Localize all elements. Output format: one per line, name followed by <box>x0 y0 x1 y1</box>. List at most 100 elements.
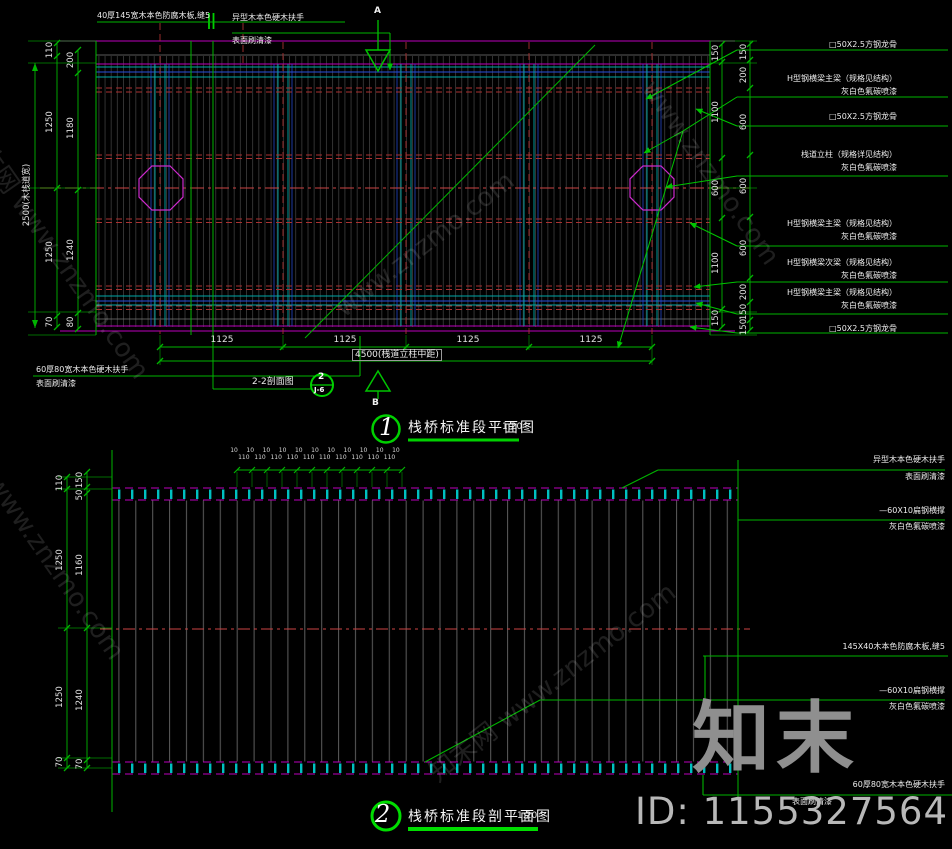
section-2-2-label: 2-2剖面图 <box>252 377 294 387</box>
bubble-sheet-ref: J-6 <box>314 386 325 394</box>
plank-dim: 10 <box>375 447 384 454</box>
section-letter-b: B <box>372 398 379 408</box>
plank-dim: 110 <box>254 454 266 461</box>
plank-spacing-dims: 10 110 10 110 10 110 10 110 10 110 10 110 10 110 10 110… <box>230 447 400 461</box>
callout-flat-steel-2: —60X10扁钢横撑 <box>879 686 945 695</box>
dim-left: 80 <box>66 316 76 328</box>
dim-right: 1100 <box>711 101 721 123</box>
callout-flat-steel-1-finish: 灰白色氟碳喷漆 <box>889 522 945 531</box>
dim-left-2: 50 <box>75 489 85 501</box>
callout-flat-steel-1: —60X10扁钢横撑 <box>879 506 945 515</box>
dim-left: 1180 <box>66 117 76 139</box>
dim-1125-3: 1125 <box>456 335 480 345</box>
deck-planks-2 <box>114 500 737 762</box>
section-marker-a <box>364 20 392 73</box>
dim-right: 200 <box>739 283 749 301</box>
dim-right: 150 <box>739 318 749 336</box>
break-symbol <box>208 13 215 29</box>
dim-right: 200 <box>739 66 749 84</box>
dim-left-2: 110 <box>55 474 65 492</box>
callout-rail-2: 60厚80宽木本色硬木扶手 <box>852 780 945 789</box>
plank-dim: 10 <box>278 447 287 454</box>
callout-main-beam-1: H型钢横梁主梁（规格见结构） <box>786 74 897 83</box>
dim-1125-2: 1125 <box>333 335 357 345</box>
drawing-1-number: 1 <box>379 413 395 441</box>
dim-left: 1250 <box>45 111 55 133</box>
plank-dim: 110 <box>383 454 396 461</box>
plank-dim: 110 <box>367 454 380 461</box>
callout-steel-keel-1: □50X2.5方钢龙骨 <box>829 40 897 49</box>
plan-drawing-linework <box>28 13 948 444</box>
plank-dim: 10 <box>359 447 368 454</box>
plank-dim: 110 <box>335 454 347 461</box>
callout-main-beam-2-finish: 灰白色氟碳喷漆 <box>841 232 897 241</box>
plank-dim: 110 <box>302 454 315 461</box>
plank-dim: 110 <box>351 454 363 461</box>
annotation-deck-plank: 40厚145宽木本色防腐木板,缝5 <box>97 11 211 20</box>
detail-bubble-2-2 <box>310 373 334 397</box>
callout-steel-keel-3: □50X2.5方钢龙骨 <box>829 324 897 333</box>
title-bubble-1 <box>371 414 401 444</box>
dim-right: 150 <box>739 43 749 61</box>
post-octagon-left <box>138 165 184 211</box>
dim-left-2: 1250 <box>55 686 65 708</box>
dim-right: 150 <box>739 303 749 321</box>
plank-dim: 10 <box>343 447 352 454</box>
deck-planks <box>96 56 710 327</box>
callout-steel-keel-2: □50X2.5方钢龙骨 <box>829 112 897 121</box>
annotation-handrail-finish: 表面刷清漆 <box>232 36 272 45</box>
section-marker-b <box>364 369 392 399</box>
annotation-rail-finish: 表面刷清漆 <box>36 379 76 388</box>
callout-secondary-beam: H型钢横梁次梁（规格见结构） <box>786 258 897 267</box>
dim-chains <box>28 39 757 365</box>
image-id: ID: 1155327564 <box>634 790 948 833</box>
dim-left-2: 1240 <box>75 689 85 711</box>
dim-left: 200 <box>66 51 76 69</box>
dim-left: 70 <box>45 316 55 328</box>
section-plan-linework <box>58 450 952 832</box>
callout-rail-2-finish: 表面刷清漆 <box>792 797 832 806</box>
dim-right: 600 <box>739 113 749 131</box>
dim-left-2: 70 <box>55 756 65 768</box>
dim-left-2: 150 <box>75 471 85 489</box>
plank-dim: 10 <box>294 447 303 454</box>
plank-dim: 10 <box>246 447 255 454</box>
callout-main-beam-3-finish: 灰白色氟碳喷漆 <box>841 301 897 310</box>
drawing-2-scale: 1:20 <box>517 811 538 821</box>
plank-dims <box>233 466 406 487</box>
joist-ticks-top <box>114 489 737 499</box>
callout-handrail-2-finish: 表面刷清漆 <box>905 472 945 481</box>
plank-dim: 10 <box>392 447 400 454</box>
dim-right: 1100 <box>711 252 721 274</box>
annotation-rail: 60厚80宽木本色硬木扶手 <box>36 365 129 374</box>
plank-dim: 110 <box>286 454 299 461</box>
bubble-detail-number: 2 <box>318 372 325 382</box>
section-letter-a: A <box>374 6 381 16</box>
callout-secondary-beam-finish: 灰白色氟碳喷漆 <box>841 271 897 280</box>
plank-dim: 110 <box>238 454 250 461</box>
annotation-lines <box>33 21 948 390</box>
drawing-2-title: 栈桥标准段剖平面图 <box>408 809 552 825</box>
callout-main-beam-2: H型钢横梁主梁（规格见结构） <box>786 219 897 228</box>
drawing-1-title: 栈桥标准段平面图 <box>408 420 536 436</box>
dim-1125-4: 1125 <box>579 335 603 345</box>
post-octagon-right <box>629 165 675 211</box>
dim-total-span: 4500(栈道立柱中距) <box>352 349 442 361</box>
leader-diagonal <box>304 44 596 339</box>
callout-deck-plank-2: 145X40木本色防腐木板,缝5 <box>842 642 945 651</box>
plank-dim: 10 <box>262 447 271 454</box>
annotation-handrail: 异型木本色硬木扶手 <box>232 13 304 22</box>
drawing-2-number: 2 <box>375 800 391 828</box>
callout-post-finish: 灰白色氟碳喷漆 <box>841 163 897 172</box>
dim-chains-2 <box>58 468 112 772</box>
callout-post: 栈道立柱（规格详见结构） <box>801 150 897 159</box>
callout-main-beam-3: H型钢横梁主梁（规格见结构） <box>786 288 897 297</box>
handrail-edges <box>60 40 735 332</box>
callout-main-beam-1-finish: 灰白色氟碳喷漆 <box>841 87 897 96</box>
dim-right: 150 <box>711 309 721 327</box>
plank-dim: 10 <box>230 447 238 454</box>
site-logo: 知末 <box>692 694 861 784</box>
callout-flat-steel-2-finish: 灰白色氟碳喷漆 <box>889 702 945 711</box>
